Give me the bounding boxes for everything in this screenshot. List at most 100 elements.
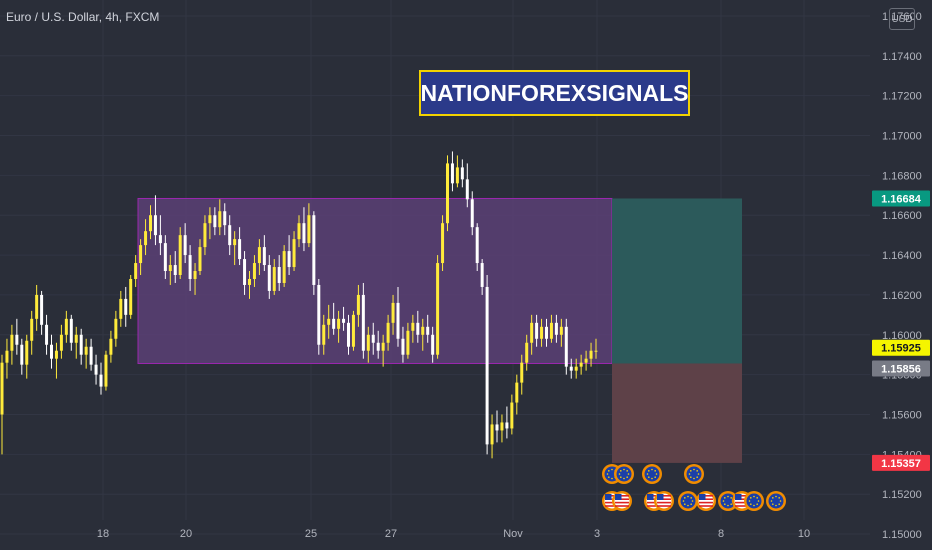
candle-body[interactable] [475, 227, 479, 264]
candle-body[interactable] [74, 334, 78, 343]
candle-body[interactable] [376, 342, 380, 351]
candle-body[interactable] [520, 362, 524, 383]
candle-body[interactable] [371, 334, 375, 343]
candle-body[interactable] [183, 235, 187, 256]
candle-body[interactable] [436, 263, 440, 355]
candle-body[interactable] [99, 374, 103, 387]
candle-body[interactable] [104, 354, 108, 387]
candle-body[interactable] [257, 247, 261, 264]
candle-body[interactable] [218, 211, 222, 228]
candle-body[interactable] [267, 265, 271, 291]
candle-body[interactable] [54, 350, 58, 359]
candle-body[interactable] [406, 330, 410, 355]
candle-body[interactable] [223, 211, 227, 226]
candle-body[interactable] [144, 231, 148, 246]
candle-body[interactable] [485, 286, 489, 445]
candle-body[interactable] [347, 322, 350, 347]
candle-body[interactable] [356, 294, 360, 315]
candle-body[interactable] [114, 318, 118, 339]
candle-body[interactable] [554, 322, 558, 335]
candle-body[interactable] [530, 322, 534, 343]
candle-body[interactable] [124, 298, 128, 315]
candle-body[interactable] [332, 318, 336, 329]
candle-body[interactable] [495, 424, 499, 431]
candle-body[interactable] [545, 326, 548, 339]
candle-body[interactable] [168, 265, 172, 272]
candle-body[interactable] [0, 362, 4, 415]
candle-body[interactable] [505, 422, 509, 429]
candle-body[interactable] [25, 340, 29, 365]
candle-body[interactable] [337, 318, 341, 329]
candle-body[interactable] [20, 344, 24, 365]
candle-body[interactable] [45, 324, 49, 345]
candle-body[interactable] [297, 223, 301, 240]
candle-body[interactable] [446, 163, 449, 224]
candle-body[interactable] [40, 294, 44, 325]
candle-body[interactable] [203, 223, 207, 248]
candle-body[interactable] [163, 243, 167, 272]
candle-body[interactable] [213, 215, 217, 228]
candle-body[interactable] [89, 346, 93, 365]
candle-body[interactable] [248, 278, 251, 285]
candle-body[interactable] [272, 267, 276, 291]
candle-body[interactable] [153, 215, 157, 236]
candle-body[interactable] [307, 215, 311, 244]
candle-body[interactable] [361, 294, 365, 351]
target-zone[interactable] [612, 198, 742, 364]
candle-body[interactable] [574, 366, 578, 371]
candle-body[interactable] [15, 334, 19, 345]
candle-body[interactable] [139, 245, 143, 264]
candle-body[interactable] [411, 322, 415, 331]
candle-body[interactable] [50, 344, 53, 359]
candle-body[interactable] [10, 334, 14, 351]
candle-body[interactable] [69, 318, 73, 343]
candle-body[interactable] [94, 364, 98, 375]
candle-body[interactable] [460, 167, 464, 180]
candle-body[interactable] [549, 322, 553, 339]
candle-body[interactable] [173, 265, 177, 275]
candle-body[interactable] [416, 322, 420, 335]
candle-body[interactable] [351, 314, 355, 347]
candle-body[interactable] [287, 251, 291, 268]
candle-body[interactable] [64, 318, 68, 335]
candle-body[interactable] [327, 318, 331, 325]
candle-body[interactable] [134, 263, 138, 279]
candle-body[interactable] [396, 302, 400, 339]
candle-body[interactable] [243, 259, 247, 285]
candle-body[interactable] [30, 318, 34, 341]
candle-body[interactable] [540, 326, 544, 339]
candle-body[interactable] [109, 338, 113, 355]
candle-body[interactable] [282, 251, 286, 283]
candle-body[interactable] [79, 334, 83, 355]
candle-body[interactable] [317, 284, 321, 345]
candle-body[interactable] [455, 167, 459, 184]
candle-body[interactable] [208, 215, 212, 224]
candle-body[interactable] [431, 334, 435, 355]
symbol-title[interactable]: Euro / U.S. Dollar, 4h, FXCM [6, 10, 160, 24]
candle-body[interactable] [119, 298, 123, 319]
candle-body[interactable] [450, 163, 454, 184]
candle-body[interactable] [366, 334, 370, 351]
candle-body[interactable] [129, 278, 133, 315]
candle-body[interactable] [594, 350, 598, 352]
candle-body[interactable] [198, 247, 202, 272]
candle-body[interactable] [386, 322, 390, 343]
candle-body[interactable] [421, 326, 425, 335]
candle-body[interactable] [5, 350, 9, 363]
candle-body[interactable] [158, 235, 162, 244]
candle-body[interactable] [391, 302, 395, 323]
candle-body[interactable] [59, 334, 63, 351]
candle-body[interactable] [178, 235, 182, 275]
candle-body[interactable] [515, 382, 519, 403]
candle-body[interactable] [480, 263, 484, 287]
candle-body[interactable] [470, 199, 474, 228]
candle-body[interactable] [262, 247, 266, 266]
candle-body[interactable] [569, 366, 573, 371]
candle-body[interactable] [510, 402, 514, 429]
candle-body[interactable] [401, 338, 405, 355]
candle-body[interactable] [500, 422, 504, 431]
candle-body[interactable] [381, 342, 385, 351]
candle-body[interactable] [490, 424, 494, 445]
candle-body[interactable] [426, 326, 430, 335]
candle-body[interactable] [302, 223, 306, 244]
